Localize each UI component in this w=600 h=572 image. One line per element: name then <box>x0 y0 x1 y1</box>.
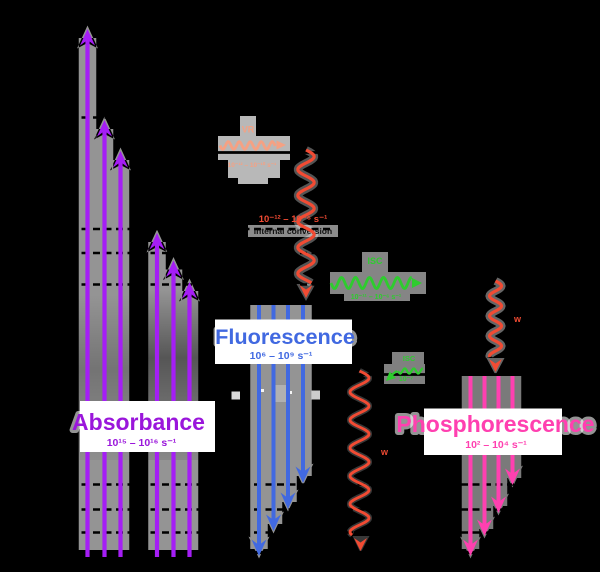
svg-text:Fluorescence: Fluorescence <box>215 324 355 349</box>
svg-text:Absorbance: Absorbance <box>72 409 205 435</box>
svg-text:10⁶ – 10⁹ s⁻¹: 10⁶ – 10⁹ s⁻¹ <box>250 350 313 362</box>
svg-text:10¹⁵ – 10¹⁶ s⁻¹: 10¹⁵ – 10¹⁶ s⁻¹ <box>107 437 177 449</box>
svg-text:10² – 10⁴ s⁻¹: 10² – 10⁴ s⁻¹ <box>465 439 527 451</box>
svg-text:ISC: ISC <box>403 354 416 363</box>
svg-text:Fluorescence: Fluorescence <box>215 324 355 349</box>
svg-text:internal conversion: internal conversion <box>254 226 332 236</box>
svg-text:10⁻¹¹ – 10⁻⁶ s⁻¹: 10⁻¹¹ – 10⁻⁶ s⁻¹ <box>351 294 402 301</box>
svg-text:10⁻¹² – 10⁻¹⁰ s⁻¹: 10⁻¹² – 10⁻¹⁰ s⁻¹ <box>228 161 277 169</box>
svg-text:ISC: ISC <box>367 256 383 266</box>
svg-text:VR: VR <box>242 125 255 135</box>
svg-text:w: w <box>380 447 389 457</box>
svg-text:w: w <box>513 314 522 324</box>
svg-text:Phosphorescence: Phosphorescence <box>396 411 594 437</box>
svg-text:10⁻¹² – 10⁻⁶ s⁻¹: 10⁻¹² – 10⁻⁶ s⁻¹ <box>259 214 328 225</box>
svg-text:10⁻⁷: 10⁻⁷ <box>399 376 413 383</box>
svg-text:Phosphorescence: Phosphorescence <box>396 411 594 437</box>
svg-text:Absorbance: Absorbance <box>72 409 205 435</box>
